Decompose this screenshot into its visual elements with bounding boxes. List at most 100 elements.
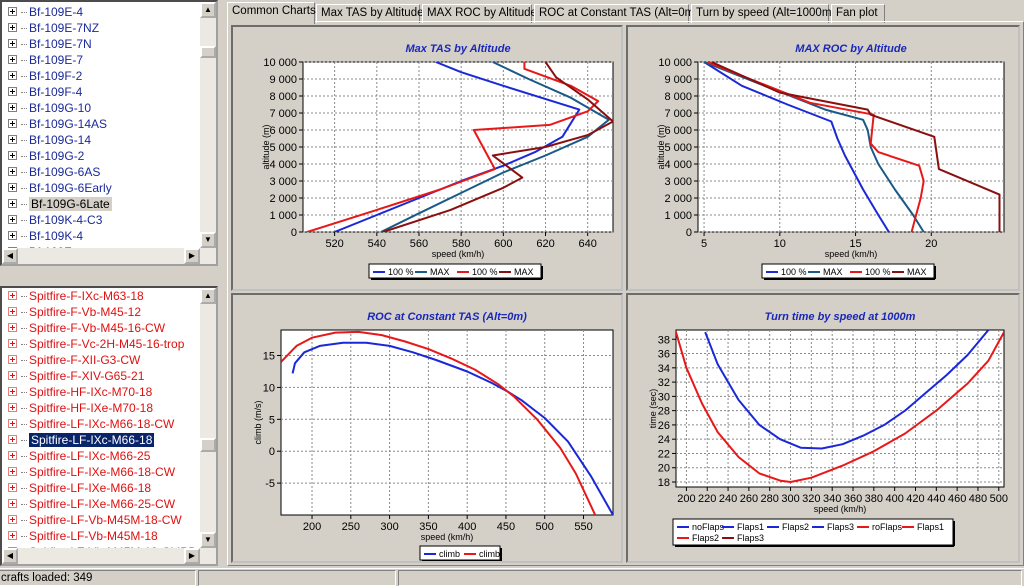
- tree-bottom-vscrollbar[interactable]: ▲ ▼: [200, 288, 216, 564]
- tree-item[interactable]: Spitfire-F-XIV-G65-21: [2, 368, 200, 384]
- expand-icon[interactable]: [8, 215, 17, 225]
- scroll-left-button[interactable]: ◀: [2, 548, 18, 564]
- tree-item[interactable]: Spitfire-LF-Vb-M45M-18-CW: [2, 512, 200, 528]
- tab-turn-by-speed[interactable]: Turn by speed (Alt=1000m): [691, 4, 835, 23]
- tree-splitter[interactable]: [0, 266, 220, 286]
- tree-item[interactable]: Bf-109E-7NZ: [2, 20, 200, 36]
- tree-line: [21, 504, 27, 506]
- tab-fan-plot[interactable]: Fan plot: [831, 4, 885, 23]
- tree-item[interactable]: Bf-109G-14AS: [2, 116, 200, 132]
- tree-item[interactable]: Bf-109G-6Late: [2, 196, 200, 212]
- expand-icon[interactable]: [8, 55, 17, 65]
- expand-icon[interactable]: [8, 499, 17, 509]
- y-tick-label: 15: [263, 351, 275, 363]
- expand-icon[interactable]: [8, 515, 17, 525]
- expand-icon[interactable]: [8, 451, 17, 461]
- scroll-thumb[interactable]: [200, 46, 216, 58]
- expand-icon[interactable]: [8, 403, 17, 413]
- scroll-up-button[interactable]: ▲: [200, 2, 216, 18]
- expand-icon[interactable]: [8, 23, 17, 33]
- tree-item[interactable]: Spitfire-LF-IXe-M66-18-CW: [2, 464, 200, 480]
- scroll-right-button[interactable]: ▶: [184, 548, 200, 564]
- tree-item[interactable]: Bf-109F-2: [2, 68, 200, 84]
- tree-item[interactable]: Bf-109K-4: [2, 228, 200, 244]
- expand-icon[interactable]: [8, 531, 17, 541]
- tree-item[interactable]: Spitfire-F-IXc-M63-18: [2, 288, 200, 304]
- expand-icon[interactable]: [8, 39, 17, 49]
- tab-common-charts[interactable]: Common Charts: [227, 2, 316, 24]
- tree-line: [21, 60, 27, 62]
- expand-icon[interactable]: [8, 355, 17, 365]
- tree-item[interactable]: Spitfire-F-Vb-M45-16-CW: [2, 320, 200, 336]
- scroll-down-button[interactable]: ▼: [200, 532, 216, 548]
- tree-line: [21, 188, 27, 190]
- series-line: [281, 330, 597, 515]
- tree-item[interactable]: Spitfire-LF-IXc-M66-18: [2, 432, 200, 448]
- aircraft-tree-bottom[interactable]: Spitfire-F-IXc-M63-18 Spitfire-F-Vb-M45-1…: [0, 286, 218, 566]
- legend-label: Flaps3: [737, 533, 764, 543]
- tree-item[interactable]: Spitfire-F-Vc-2H-M45-16-trop: [2, 336, 200, 352]
- expand-icon[interactable]: [8, 71, 17, 81]
- series-line: [334, 62, 581, 232]
- tree-item[interactable]: Bf-109E-7N: [2, 36, 200, 52]
- y-tick-label: 22: [658, 448, 670, 460]
- expand-icon[interactable]: [8, 323, 17, 333]
- expand-icon[interactable]: [8, 167, 17, 177]
- scroll-thumb[interactable]: [200, 438, 216, 452]
- tree-item[interactable]: Spitfire-LF-IXc-M66-18-CW: [2, 416, 200, 432]
- tree-item[interactable]: Spitfire-F-XII-G3-CW: [2, 352, 200, 368]
- expand-icon[interactable]: [8, 7, 17, 17]
- expand-icon[interactable]: [8, 135, 17, 145]
- expand-icon[interactable]: [8, 151, 17, 161]
- scroll-right-button[interactable]: ▶: [184, 248, 200, 264]
- tree-item[interactable]: Spitfire-LF-IXc-M66-25: [2, 448, 200, 464]
- expand-icon[interactable]: [8, 87, 17, 97]
- tree-item[interactable]: Bf-109K-4-C3: [2, 212, 200, 228]
- tree-top-vscrollbar[interactable]: ▲ ▼: [200, 2, 216, 264]
- tree-item[interactable]: Bf-109G-6Early: [2, 180, 200, 196]
- tree-item[interactable]: Spitfire-HF-IXc-M70-18: [2, 384, 200, 400]
- tree-line: [21, 108, 27, 110]
- tree-item[interactable]: Bf-109G-14: [2, 132, 200, 148]
- expand-icon[interactable]: [8, 467, 17, 477]
- tree-item[interactable]: Bf-109F-4: [2, 84, 200, 100]
- expand-icon[interactable]: [8, 103, 17, 113]
- expand-icon[interactable]: [8, 199, 17, 209]
- series-line: [380, 62, 610, 232]
- tree-bottom-hscrollbar[interactable]: ◀ ▶: [2, 548, 200, 564]
- expand-icon[interactable]: [8, 419, 17, 429]
- chart-legend: climb climb: [419, 545, 502, 561]
- tab-max-roc[interactable]: MAX ROC by Altitude: [422, 4, 537, 23]
- expand-icon[interactable]: [8, 371, 17, 381]
- tree-item[interactable]: Spitfire-HF-IXe-M70-18: [2, 400, 200, 416]
- tree-item[interactable]: Spitfire-LF-IXe-M66-18: [2, 480, 200, 496]
- series-line: [703, 62, 925, 232]
- tree-top-hscrollbar[interactable]: ◀ ▶: [2, 248, 200, 264]
- tree-item[interactable]: Spitfire-F-Vb-M45-12: [2, 304, 200, 320]
- tree-item[interactable]: Bf-109G-10: [2, 100, 200, 116]
- expand-icon[interactable]: [8, 231, 17, 241]
- expand-icon[interactable]: [8, 119, 17, 129]
- expand-icon[interactable]: [8, 435, 17, 445]
- expand-icon[interactable]: [8, 183, 17, 193]
- scroll-up-button[interactable]: ▲: [200, 288, 216, 304]
- expand-icon[interactable]: [8, 307, 17, 317]
- tree-item[interactable]: Bf-109E-4: [2, 4, 200, 20]
- series-line: [703, 62, 890, 232]
- scroll-down-button[interactable]: ▼: [200, 232, 216, 248]
- expand-icon[interactable]: [8, 483, 17, 493]
- legend-label: MAX: [430, 267, 450, 277]
- tree-item[interactable]: Spitfire-LF-IXe-M66-25-CW: [2, 496, 200, 512]
- tab-roc-constant-tas[interactable]: ROC at Constant TAS (Alt=0m): [534, 4, 698, 23]
- tree-item[interactable]: Bf-109G-6AS: [2, 164, 200, 180]
- expand-icon[interactable]: [8, 387, 17, 397]
- tree-item[interactable]: Bf-109E-7: [2, 52, 200, 68]
- tree-item[interactable]: Bf-109G-2: [2, 148, 200, 164]
- tree-item[interactable]: Spitfire-LF-Vb-M45M-18: [2, 528, 200, 544]
- expand-icon[interactable]: [8, 291, 17, 301]
- scroll-left-button[interactable]: ◀: [2, 248, 18, 264]
- aircraft-tree-top[interactable]: Bf-109E-4 Bf-109E-7NZ Bf-109E-7N Bf-109E-7 B…: [0, 0, 218, 266]
- expand-icon[interactable]: [8, 339, 17, 349]
- tree-line: [21, 376, 27, 378]
- tab-max-tas[interactable]: Max TAS by Altitude: [316, 4, 423, 23]
